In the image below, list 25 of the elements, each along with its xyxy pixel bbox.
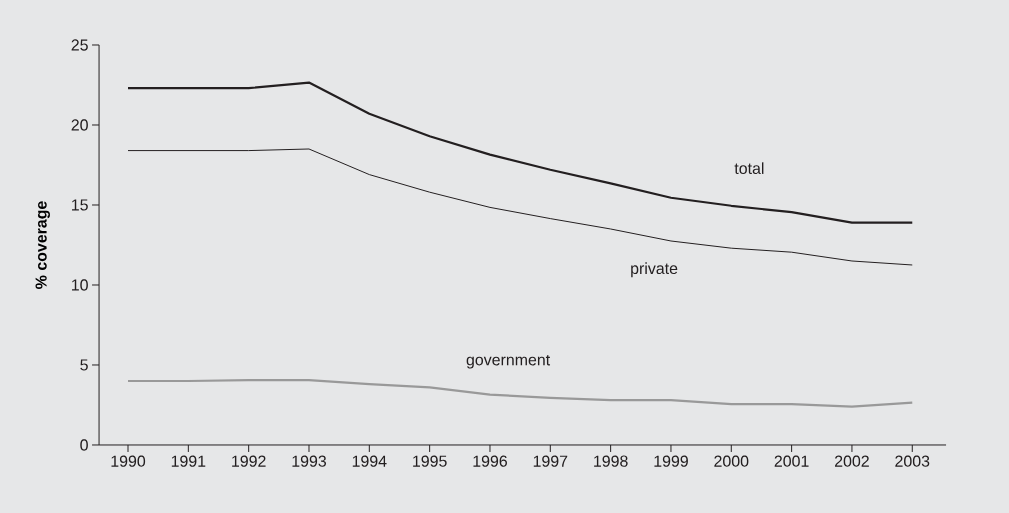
y-tick-label: 20 xyxy=(71,119,88,131)
line-series xyxy=(126,379,914,408)
x-tick-label: 1993 xyxy=(292,455,327,467)
x-tick-label: 1996 xyxy=(473,455,507,467)
x-tick-label: 2003 xyxy=(895,455,930,467)
x-tick-label: 1992 xyxy=(232,455,266,467)
x-tick-label: 1991 xyxy=(171,455,206,467)
x-tick-label: 1994 xyxy=(352,455,387,467)
x-tick-label: 1997 xyxy=(533,455,568,467)
y-tick-label: 5 xyxy=(80,359,88,371)
series-label: private xyxy=(631,262,678,278)
x-tick-label: 2000 xyxy=(714,455,749,467)
x-tick-label: 1998 xyxy=(594,455,628,467)
y-tick-label: 25 xyxy=(71,39,88,51)
x-tick-label: 1990 xyxy=(111,455,146,467)
x-tick-label: 1995 xyxy=(413,455,447,467)
x-tick-label: 2002 xyxy=(835,455,869,467)
y-tick-label: 0 xyxy=(80,439,88,451)
x-tick-label: 1999 xyxy=(654,455,688,467)
text: total xyxy=(734,162,764,175)
y-axis-title: % coverage xyxy=(35,201,50,289)
y-tick-label: 10 xyxy=(72,279,88,291)
y-tick-label: 15 xyxy=(72,199,88,211)
x-tick-label: 2001 xyxy=(774,455,809,467)
series-label: government xyxy=(466,354,551,369)
